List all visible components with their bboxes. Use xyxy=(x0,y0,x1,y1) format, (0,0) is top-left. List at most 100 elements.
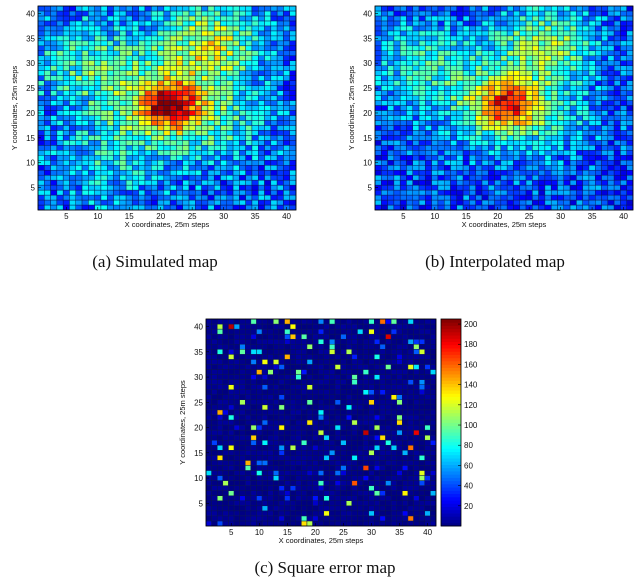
heatmap-cell xyxy=(620,15,627,22)
heatmap-cell xyxy=(81,85,89,91)
heatmap-cell xyxy=(506,65,514,71)
heatmap-cell xyxy=(418,194,426,201)
heatmap-cell xyxy=(138,45,146,52)
heatmap-cell xyxy=(201,50,209,56)
heatmap-cell xyxy=(525,194,533,201)
heatmap-cell xyxy=(368,480,375,486)
heatmap-cell xyxy=(595,75,602,81)
heatmap-cell xyxy=(569,189,577,196)
heatmap-cell xyxy=(138,115,146,121)
heatmap-cell xyxy=(425,194,432,201)
heatmap-cell xyxy=(125,140,133,146)
heatmap-cell xyxy=(340,344,347,350)
heatmap-cell xyxy=(607,194,615,201)
heatmap-cell xyxy=(75,189,83,196)
heatmap-cell xyxy=(450,50,458,56)
heatmap-cell xyxy=(144,30,152,37)
heatmap-cell xyxy=(50,25,58,32)
heatmap-cell xyxy=(563,115,571,121)
heatmap-cell xyxy=(138,179,146,186)
heatmap-cell xyxy=(251,135,259,141)
heatmap-cell xyxy=(278,439,285,446)
heatmap-cell xyxy=(557,164,565,171)
heatmap-cell xyxy=(538,120,546,126)
heatmap-cell xyxy=(550,5,558,12)
heatmap-cell xyxy=(207,140,215,146)
heatmap-cell xyxy=(50,110,58,116)
heatmap-cell xyxy=(569,115,577,121)
heatmap-cell xyxy=(329,369,336,375)
heatmap-cell xyxy=(37,55,45,61)
heatmap-cell xyxy=(569,55,577,61)
heatmap-cell xyxy=(226,140,234,146)
heatmap-cell xyxy=(456,55,464,61)
heatmap-cell xyxy=(569,179,577,186)
heatmap-cell xyxy=(340,439,347,446)
heatmap-cell xyxy=(601,85,609,91)
heatmap-cell xyxy=(431,164,439,171)
heatmap-cell xyxy=(390,510,397,517)
heatmap-cell xyxy=(557,160,565,166)
heatmap-cell xyxy=(431,80,439,86)
heatmap-cell xyxy=(462,30,470,37)
heatmap-cell xyxy=(399,120,407,126)
heatmap-cell xyxy=(250,354,257,360)
heatmap-cell xyxy=(211,344,218,350)
heatmap-cell xyxy=(385,485,392,491)
heatmap-cell xyxy=(317,515,325,522)
heatmap-cell xyxy=(413,414,420,421)
heatmap-cell xyxy=(50,75,58,81)
heatmap-cell xyxy=(351,490,358,496)
heatmap-cell xyxy=(329,379,336,385)
heatmap-cell xyxy=(374,70,382,76)
heatmap-cell xyxy=(289,204,297,211)
heatmap-cell xyxy=(284,384,291,390)
heatmap-cell xyxy=(519,179,527,186)
heatmap-cell xyxy=(443,120,451,126)
heatmap-cell xyxy=(379,434,386,441)
heatmap-cell xyxy=(513,120,520,126)
heatmap-cell xyxy=(69,15,76,22)
y-tick-label: 30 xyxy=(363,59,372,68)
heatmap-cell xyxy=(228,349,235,355)
heatmap-cell xyxy=(207,90,215,96)
heatmap-cell xyxy=(519,140,527,146)
heatmap-cell xyxy=(188,85,196,91)
heatmap-cell xyxy=(390,344,397,350)
heatmap-cell xyxy=(201,120,209,126)
heatmap-cell xyxy=(182,100,190,106)
heatmap-cell xyxy=(264,85,272,91)
heatmap-cell xyxy=(239,379,246,385)
heatmap-cell xyxy=(588,140,596,146)
heatmap-cell xyxy=(613,30,621,37)
heatmap-cell xyxy=(245,184,253,191)
heatmap-cell xyxy=(278,495,285,501)
heatmap-cell xyxy=(576,135,583,141)
heatmap-cell xyxy=(261,333,268,340)
heatmap-cell xyxy=(346,429,353,436)
heatmap-cell xyxy=(620,45,627,52)
heatmap-cell xyxy=(256,354,263,360)
heatmap-cell xyxy=(276,160,284,166)
heatmap-cell xyxy=(151,85,158,91)
heatmap-cell xyxy=(456,90,464,96)
heatmap-cell xyxy=(258,164,265,171)
heatmap-cell xyxy=(75,125,83,131)
heatmap-cell xyxy=(462,199,470,206)
heatmap-cell xyxy=(563,199,571,206)
heatmap-cell xyxy=(245,194,253,201)
heatmap-cell xyxy=(494,179,502,186)
heatmap-cell xyxy=(125,160,133,166)
heatmap-cell xyxy=(264,115,272,121)
heatmap-cell xyxy=(228,439,235,446)
heatmap-cell xyxy=(250,333,257,340)
heatmap-cell xyxy=(317,450,325,456)
heatmap-cell xyxy=(557,35,565,42)
heatmap-cell xyxy=(399,160,407,166)
heatmap-cell xyxy=(620,125,627,131)
heatmap-cell xyxy=(228,475,235,481)
heatmap-cell xyxy=(557,10,565,17)
heatmap-cell xyxy=(475,90,483,96)
heatmap-cell xyxy=(506,85,514,91)
